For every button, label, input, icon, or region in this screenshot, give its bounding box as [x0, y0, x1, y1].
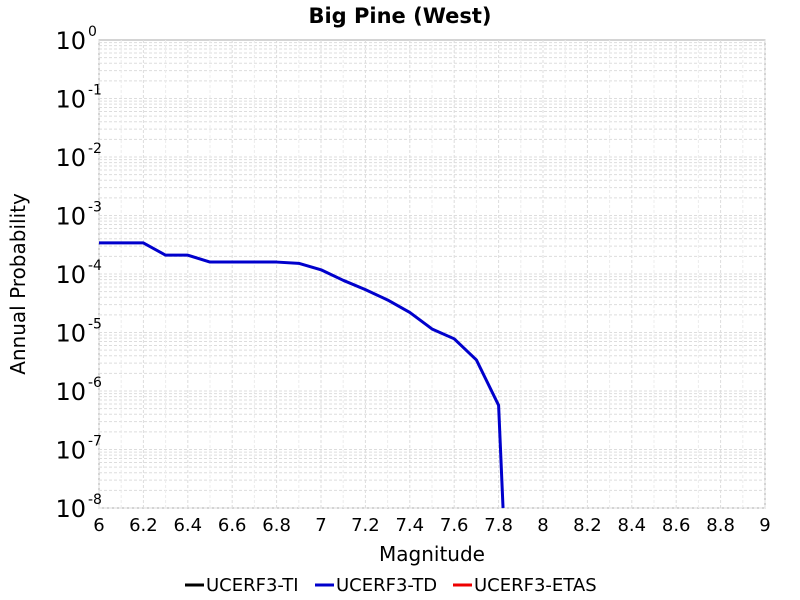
- x-tick-label: 7.8: [484, 515, 513, 536]
- y-tick-label: 10: [55, 437, 86, 465]
- x-tick-label: 8.2: [573, 515, 602, 536]
- series-line-ucerf3-td: [99, 241, 505, 509]
- x-tick-label: 7.6: [440, 515, 469, 536]
- y-tick-label: 10: [55, 144, 86, 172]
- y-tick-exponent: -1: [88, 83, 102, 99]
- legend-label-etas: UCERF3-ETAS: [474, 575, 597, 596]
- y-tick-label: 10: [55, 320, 86, 348]
- y-tick-exponent: -8: [88, 492, 102, 508]
- x-tick-label: 8.4: [617, 515, 646, 536]
- x-tick-label: 6.2: [129, 515, 158, 536]
- y-tick-exponent: -4: [88, 258, 102, 274]
- y-tick-label: 10: [55, 203, 86, 231]
- legend-label-td: UCERF3-TD: [336, 575, 437, 596]
- x-tick-label: 8.6: [662, 515, 691, 536]
- x-tick-label: 6.4: [173, 515, 202, 536]
- y-tick-exponent: -7: [88, 434, 102, 450]
- y-tick-label: 10: [55, 378, 86, 406]
- grid-lines: [98, 40, 766, 509]
- y-tick-label: 10: [55, 86, 86, 114]
- y-tick-label: 10: [55, 495, 86, 523]
- x-tick-label: 7.2: [351, 515, 380, 536]
- x-tick-label: 8: [537, 515, 548, 536]
- y-tick-exponent: -6: [88, 375, 102, 391]
- y-tick-label: 10: [55, 27, 86, 55]
- x-axis-ticks: 6 6.2 6.4 6.6 6.8 7 7.2 7.4 7.6 7.8 8 8.2 8.4 8.6 8.8 9: [93, 515, 770, 536]
- y-tick-exponent: -2: [88, 141, 102, 157]
- legend-label-ti: UCERF3-TI: [206, 575, 299, 596]
- y-tick-exponent: 0: [88, 24, 97, 40]
- series-layer: [99, 241, 505, 509]
- x-tick-label: 6.8: [262, 515, 291, 536]
- x-tick-label: 6: [93, 515, 104, 536]
- y-tick-label: 10: [55, 261, 86, 289]
- x-axis-title: Magnitude: [379, 542, 485, 566]
- y-tick-exponent: -3: [88, 200, 102, 216]
- chart-title: Big Pine (West): [308, 4, 491, 28]
- legend: UCERF3-TI UCERF3-TD UCERF3-ETAS: [185, 575, 597, 596]
- x-tick-label: 9: [759, 515, 770, 536]
- x-tick-label: 7: [315, 515, 326, 536]
- x-tick-label: 7.4: [395, 515, 424, 536]
- y-tick-exponent: -5: [88, 317, 102, 333]
- x-tick-label: 8.8: [706, 515, 735, 536]
- y-axis-title: Annual Probability: [6, 193, 30, 375]
- x-tick-label: 6.6: [218, 515, 247, 536]
